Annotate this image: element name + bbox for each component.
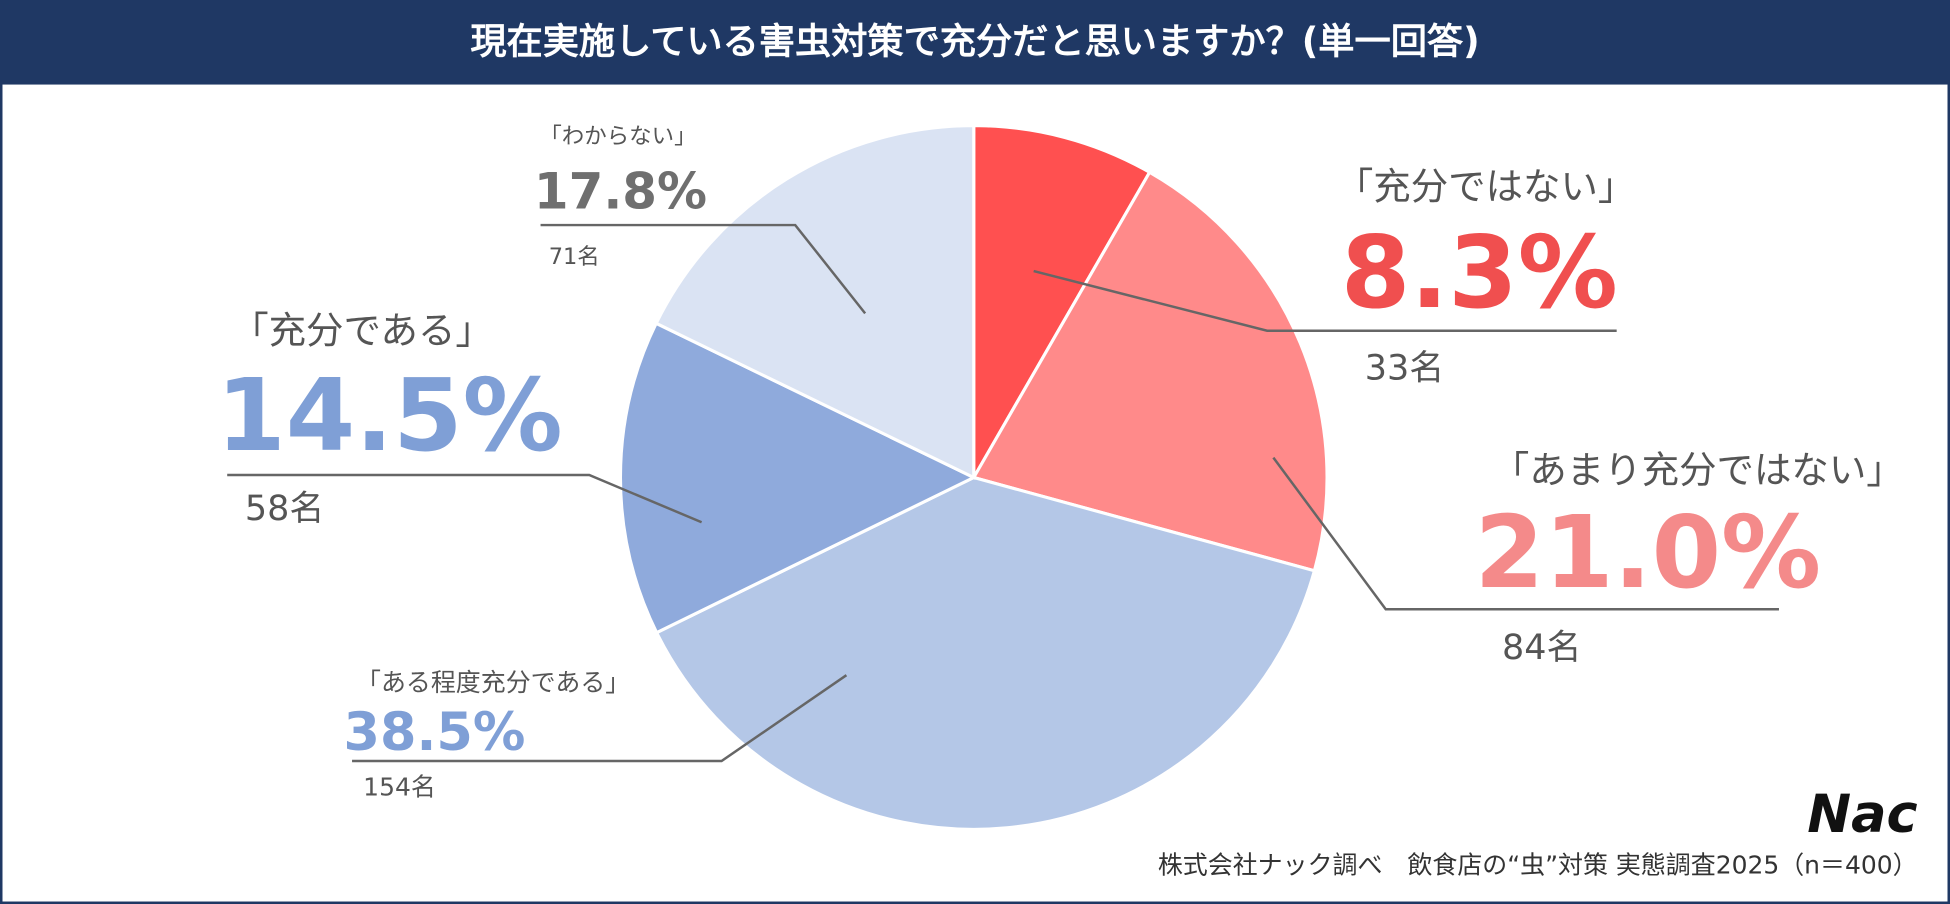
title-bar <box>0 0 1950 85</box>
value-label: 38.5% <box>344 702 526 763</box>
value-label: 17.8% <box>534 163 707 221</box>
pie-slice <box>971 170 1329 573</box>
chart-title: 現在実施している害虫対策で充分だと思いますか？(単一回答) <box>470 20 1479 63</box>
category-label: 「ある程度充分である」 <box>356 668 630 697</box>
logo: Nac <box>1807 784 1917 845</box>
leader-line <box>540 223 867 315</box>
count-label: 58名 <box>245 489 324 529</box>
count-label: 154名 <box>363 772 436 801</box>
category-label: 「充分ではない」 <box>1336 165 1635 209</box>
category-label: 「充分である」 <box>231 309 493 353</box>
leader-line <box>352 674 848 763</box>
pie-slice <box>618 321 978 635</box>
pie-slice <box>972 124 1152 484</box>
count-label: 33名 <box>1365 348 1444 388</box>
leader-line <box>1272 456 1779 611</box>
source-note: 株式会社ナック調べ 飲食店の“虫”対策 実態調査2025（n＝400） <box>1158 851 1918 880</box>
value-label: 21.0% <box>1475 494 1821 611</box>
category-label: 「わからない」 <box>539 123 696 149</box>
leader-line <box>227 473 703 524</box>
count-label: 84名 <box>1502 628 1581 668</box>
value-label: 14.5% <box>216 357 562 474</box>
value-label: 8.3% <box>1341 214 1618 331</box>
count-label: 71名 <box>549 244 600 270</box>
pie-slice <box>654 124 976 480</box>
category-label: 「あまり充分ではない」 <box>1492 448 1904 492</box>
leader-line <box>1033 269 1617 333</box>
pie-slice <box>654 475 1317 831</box>
